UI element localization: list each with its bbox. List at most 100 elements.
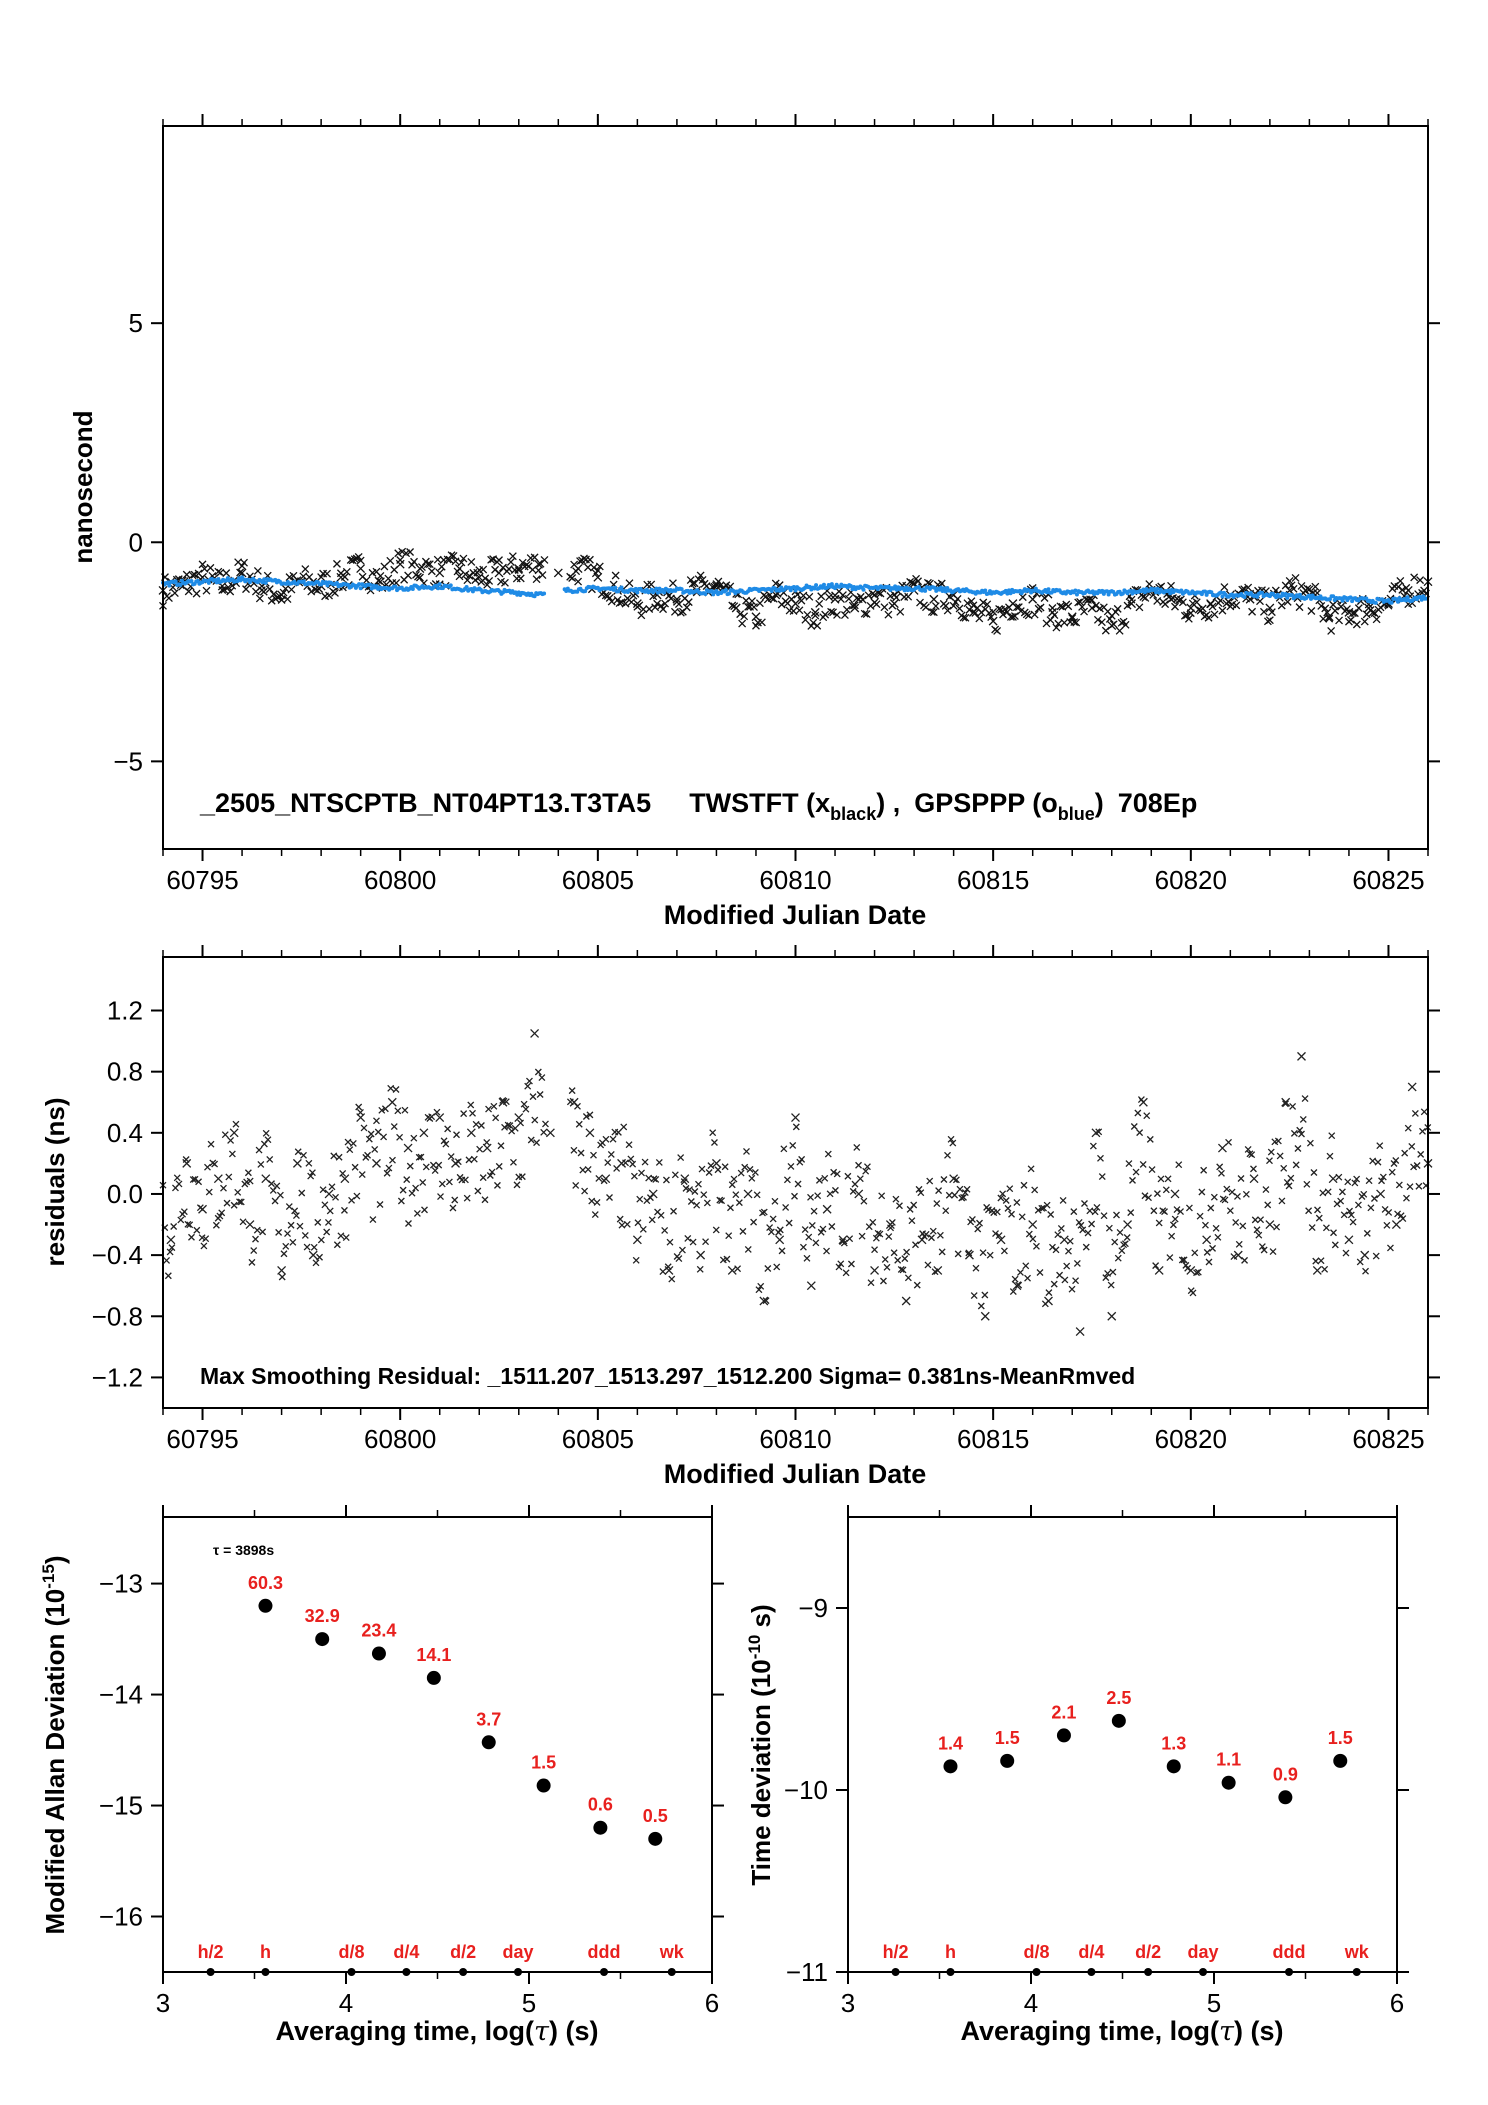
gpsppp-point xyxy=(583,589,588,594)
residual-point xyxy=(383,1169,391,1177)
residual-point xyxy=(317,1236,325,1244)
residual-point xyxy=(396,1133,404,1141)
twstft-point xyxy=(1046,616,1055,625)
gpsppp-point xyxy=(1044,590,1049,595)
residual-point xyxy=(828,1223,836,1230)
twstft-point xyxy=(1204,613,1213,622)
residual-point xyxy=(1372,1252,1380,1260)
gpsppp-point xyxy=(1209,590,1214,595)
residual-point xyxy=(725,1232,733,1240)
gpsppp-point xyxy=(1105,589,1110,594)
residual-point xyxy=(447,1153,455,1161)
twstft-point xyxy=(1161,600,1170,609)
tdev-time-marker-label: h/2 xyxy=(883,1942,909,1962)
tdev-marks: 1.4 1.5 2.1 2.5 1.3 1.1 0.9 1.5 h/2 h d/8 d/4 d/2 day… xyxy=(883,1688,1370,1976)
residual-point xyxy=(1066,1237,1074,1245)
residual-point xyxy=(1027,1165,1035,1173)
twstft-point xyxy=(218,586,227,594)
residual-point xyxy=(239,1218,247,1226)
residual-point xyxy=(1084,1229,1092,1237)
twstft-point xyxy=(553,568,563,578)
time-series-xlabel: Modified Julian Date xyxy=(664,900,927,930)
residual-point xyxy=(591,1211,599,1219)
twstft-point xyxy=(1076,597,1085,606)
twstft-point xyxy=(941,601,950,610)
residual-point xyxy=(931,1268,939,1276)
twstft-point xyxy=(698,575,707,584)
residual-point xyxy=(901,1255,909,1263)
mdev-xlabel-tau: τ xyxy=(534,2016,550,2047)
residual-point xyxy=(525,1077,533,1085)
residual-point xyxy=(1088,1220,1096,1228)
residual-point xyxy=(429,1161,437,1169)
residual-point xyxy=(913,1281,921,1289)
residual-point xyxy=(876,1230,884,1238)
residual-point xyxy=(1253,1226,1261,1234)
residual-point xyxy=(204,1163,211,1171)
residual-point xyxy=(205,1188,213,1196)
residual-point xyxy=(1095,1128,1103,1136)
residual-point xyxy=(502,1098,510,1106)
residual-point xyxy=(607,1151,615,1158)
mdev-ylabel-text: Modified Allan Deviation (10 xyxy=(40,1589,70,1935)
residual-point xyxy=(903,1248,911,1256)
residual-point xyxy=(1006,1185,1014,1193)
gpsppp-point xyxy=(654,586,659,591)
residual-point xyxy=(1342,1249,1350,1257)
twstft-point xyxy=(1070,618,1079,627)
twstft-point xyxy=(993,627,1002,635)
tdev-point-label: 1.1 xyxy=(1216,1750,1241,1770)
residual-point xyxy=(602,1135,610,1143)
residual-point xyxy=(1184,1264,1192,1272)
gpsppp-point xyxy=(1331,594,1336,599)
residual-point xyxy=(189,1176,197,1184)
residual-point xyxy=(1297,1051,1306,1061)
gpsppp-point xyxy=(1290,593,1295,598)
residual-point xyxy=(737,1169,745,1177)
twstft-point xyxy=(342,567,351,576)
residual-point xyxy=(230,1201,238,1209)
gpsppp-point xyxy=(893,584,898,589)
residual-point xyxy=(757,1282,765,1290)
residual-point xyxy=(1075,1327,1085,1337)
residual-point xyxy=(1107,1281,1115,1289)
residual-point xyxy=(789,1141,797,1149)
twstft-point xyxy=(1210,610,1219,619)
mdev-ytick-label: −13 xyxy=(99,1569,143,1599)
mdev-time-marker xyxy=(459,1968,468,1976)
residual-point xyxy=(1091,1208,1099,1216)
residual-point xyxy=(1022,1262,1030,1270)
residual-point xyxy=(234,1188,242,1196)
tdev-point-label: 0.9 xyxy=(1273,1764,1298,1784)
residual-point xyxy=(1054,1231,1062,1239)
twstft-point xyxy=(740,612,749,621)
twstft-point xyxy=(1396,577,1405,585)
gpsppp-point xyxy=(357,582,362,587)
residual-point xyxy=(764,1265,772,1272)
residual-point xyxy=(182,1156,190,1163)
twstft-point xyxy=(811,611,820,620)
gpsppp-point xyxy=(410,586,415,591)
residual-point xyxy=(1056,1271,1064,1279)
twstft-point xyxy=(447,551,456,560)
tdev-time-marker xyxy=(1032,1968,1041,1976)
tdev-point-label: 1.5 xyxy=(995,1728,1020,1748)
residual-point xyxy=(186,1221,194,1229)
residual-point xyxy=(830,1168,838,1176)
twstft-point xyxy=(1416,576,1425,585)
twstft-point xyxy=(1182,611,1191,620)
residual-point xyxy=(823,1247,830,1255)
residual-point xyxy=(268,1180,275,1188)
twstft-point xyxy=(1259,607,1268,616)
residual-point xyxy=(620,1123,628,1131)
residual-point xyxy=(574,1102,581,1110)
residual-point xyxy=(1201,1221,1209,1229)
residual-point xyxy=(606,1194,613,1201)
ts-ytick-label: 5 xyxy=(129,308,143,338)
twstft-point xyxy=(354,552,363,561)
residual-point xyxy=(935,1187,943,1195)
residual-point xyxy=(1281,1097,1291,1107)
residuals-axes: 60795 60800 60805 60810 60815 60820 60825 −1.2 −… xyxy=(92,945,1440,1454)
twstft-point xyxy=(222,569,231,578)
mdev-point-label: 32.9 xyxy=(305,1606,340,1626)
